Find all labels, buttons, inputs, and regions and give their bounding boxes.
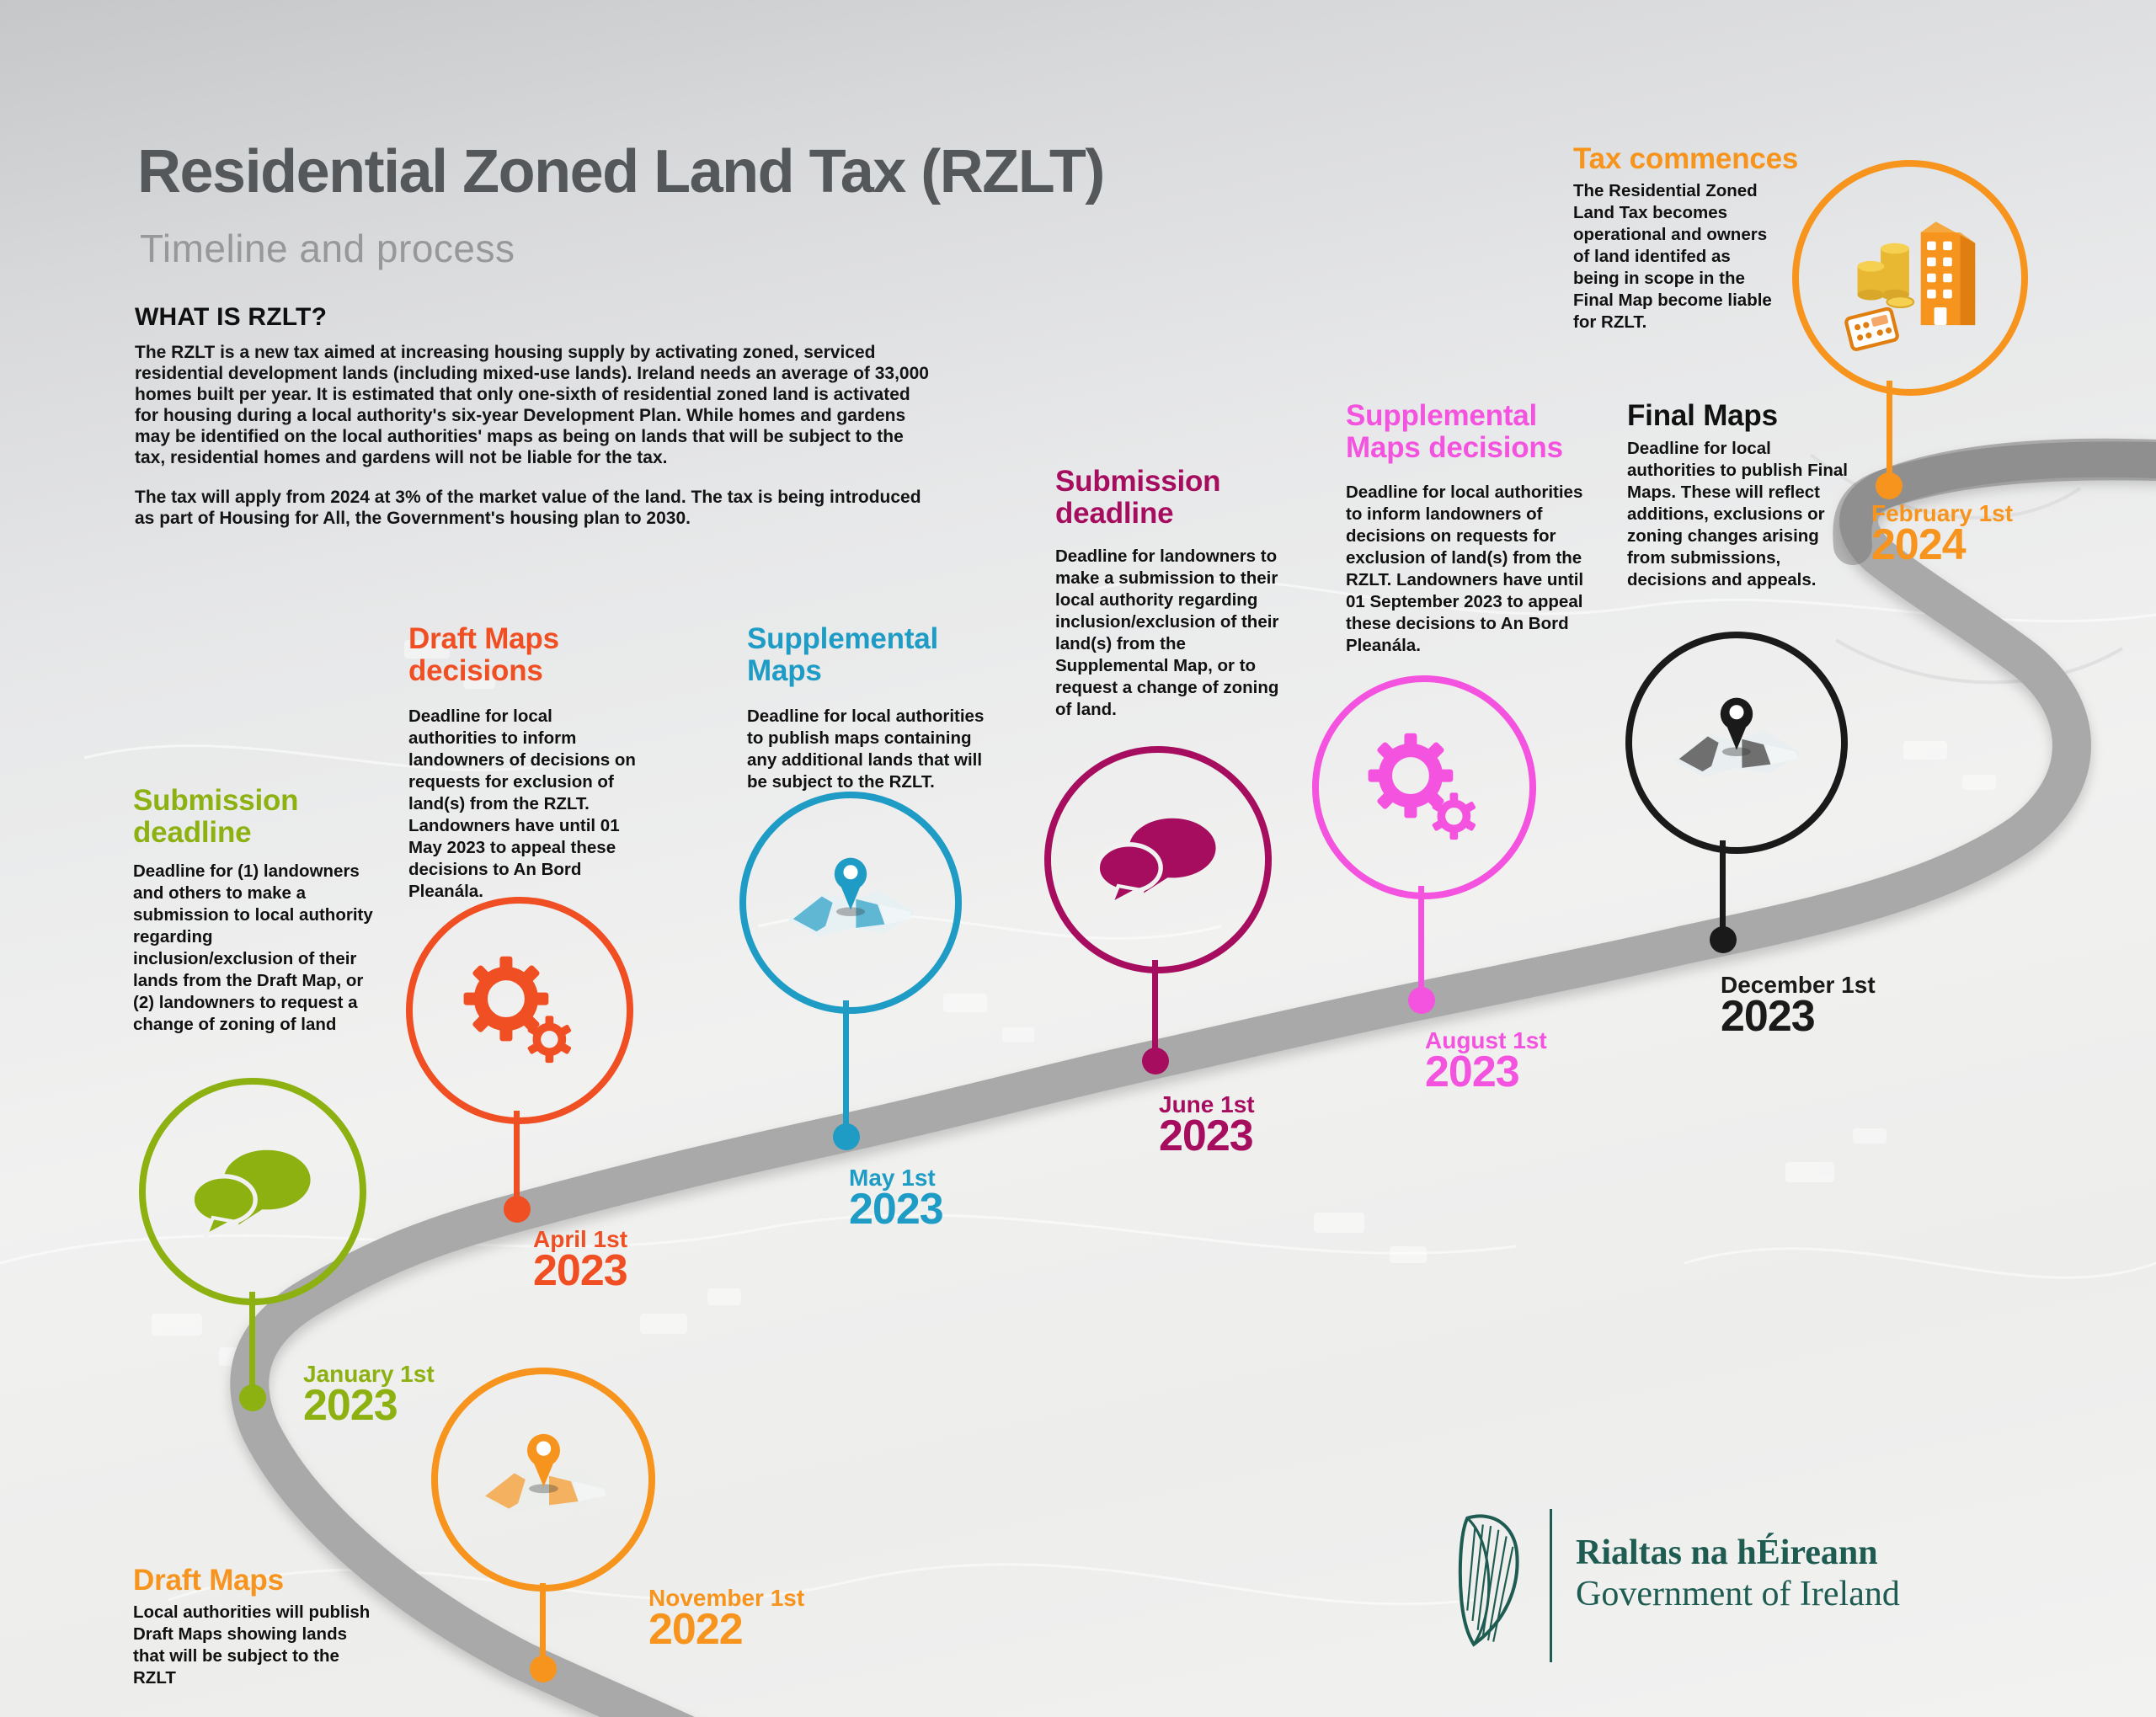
- milestone-submission2-date: June 1st 2023: [1159, 1091, 1255, 1160]
- milestone-draft-decisions-title: Draft Maps decisions: [408, 622, 559, 687]
- milestone-supplemental-maps-body: Deadline for local authorities to publis…: [747, 707, 985, 792]
- page-subtitle: Timeline and process: [140, 227, 515, 270]
- date-line: April 1st: [533, 1226, 628, 1252]
- milestone-tax-commences-title: Tax commences: [1573, 142, 1799, 175]
- milestone-draft-decisions-circle: [406, 897, 633, 1124]
- milestone-draft-decisions-dot: [504, 1196, 531, 1223]
- milestone-final-maps-circle: [1625, 632, 1848, 854]
- milestone-draft-maps-circle: [431, 1368, 655, 1592]
- org-name-english: Government of Ireland: [1576, 1575, 1900, 1614]
- milestone-tax-commences-body: The Residential Zoned Land Tax becomes o…: [1573, 181, 1772, 332]
- milestone-submission1-stem: [249, 1292, 255, 1391]
- date-year: 2024: [1871, 520, 1967, 569]
- milestone-draft-maps-date: November 1st 2022: [648, 1585, 805, 1654]
- milestone-supplemental-decisions-circle: [1312, 675, 1536, 899]
- page-title: Residential Zoned Land Tax (RZLT): [137, 138, 1105, 205]
- map-pin-icon: [479, 1433, 609, 1515]
- harp-icon: [1458, 1514, 1519, 1647]
- milestone-draft-decisions-date: April 1st 2023: [533, 1226, 628, 1295]
- milestone-submission2-title: Submission deadline: [1055, 465, 1221, 530]
- milestone-draft-maps-title: Draft Maps: [133, 1564, 284, 1597]
- milestone-supplemental-decisions-dot: [1408, 987, 1435, 1014]
- milestone-final-maps-body: Deadline for local authorities to publis…: [1627, 439, 1848, 589]
- date-line: November 1st: [648, 1585, 805, 1611]
- date-line: February 1st: [1871, 500, 2014, 526]
- speech-bubbles-icon: [1095, 818, 1216, 909]
- milestone-supplemental-maps-circle: [739, 792, 962, 1014]
- logo-divider: [1550, 1509, 1552, 1662]
- milestone-submission1-body: Deadline for (1) landowners and others t…: [133, 861, 373, 1034]
- intro-heading: WHAT IS RZLT?: [135, 303, 328, 331]
- date-line: June 1st: [1159, 1091, 1255, 1117]
- milestone-tax-commences-date: February 1st 2024: [1871, 500, 2014, 569]
- milestone-tax-commences-dot: [1876, 472, 1903, 499]
- milestone-final-maps-date: December 1st 2023: [1721, 972, 1876, 1041]
- date-line: December 1st: [1721, 972, 1876, 998]
- milestone-draft-maps-body: Local authorities will publish Draft Map…: [133, 1602, 371, 1688]
- milestone-tax-commences-stem: [1886, 381, 1892, 480]
- date-year: 2022: [648, 1605, 744, 1654]
- map-pin-icon: [787, 857, 915, 937]
- date-year: 2023: [1159, 1112, 1254, 1160]
- org-name-irish: Rialtas na hÉireann: [1576, 1533, 1878, 1572]
- speech-bubbles-icon: [189, 1149, 311, 1240]
- milestone-supplemental-decisions-stem: [1418, 886, 1424, 989]
- milestone-supplemental-decisions-title: Supplemental Maps decisions: [1346, 399, 1563, 464]
- intro-paragraph-1: The RZLT is a new tax aimed at increasin…: [135, 343, 929, 467]
- milestone-draft-decisions-body: Deadline for local authorities to inform…: [408, 707, 636, 901]
- milestone-submission1-date: January 1st 2023: [303, 1361, 435, 1430]
- date-year: 2023: [1721, 992, 1816, 1041]
- milestone-submission2-circle: [1044, 746, 1272, 973]
- milestone-submission1-circle: [139, 1078, 366, 1305]
- milestone-submission1-dot: [239, 1384, 266, 1411]
- milestone-submission2-body: Deadline for landowners to make a submis…: [1055, 547, 1279, 719]
- milestone-submission2-dot: [1142, 1048, 1169, 1074]
- map-pin-icon: [1673, 697, 1801, 777]
- milestone-supplemental-maps-dot: [833, 1123, 860, 1150]
- milestone-supplemental-decisions-body: Deadline for local authorities to inform…: [1346, 483, 1584, 655]
- milestone-tax-commences-circle: [1792, 160, 2028, 396]
- gears-icon: [1368, 733, 1476, 840]
- milestone-draft-decisions-stem: [514, 1111, 520, 1199]
- milestone-supplemental-maps-date: May 1st 2023: [849, 1165, 944, 1234]
- date-year: 2023: [303, 1381, 398, 1430]
- milestone-submission1-title: Submission deadline: [133, 784, 299, 849]
- date-line: August 1st: [1425, 1027, 1547, 1053]
- milestone-final-maps-title: Final Maps: [1627, 399, 1778, 432]
- intro-paragraph-2: The tax will apply from 2024 at 3% of th…: [135, 488, 921, 528]
- government-of-ireland-logo: Rialtas na hÉireann Government of Irelan…: [1442, 1509, 1900, 1662]
- date-line: January 1st: [303, 1361, 435, 1387]
- date-year: 2023: [849, 1185, 944, 1234]
- milestone-supplemental-maps-title: Supplemental Maps: [747, 622, 939, 687]
- date-year: 2023: [1425, 1048, 1520, 1096]
- milestone-supplemental-decisions-date: August 1st 2023: [1425, 1027, 1547, 1096]
- milestone-draft-maps-stem: [540, 1583, 546, 1663]
- date-line: May 1st: [849, 1165, 936, 1191]
- milestone-supplemental-maps-stem: [843, 1000, 849, 1128]
- date-year: 2023: [533, 1246, 628, 1295]
- milestone-submission2-stem: [1152, 960, 1158, 1053]
- tax-building-icon: [1844, 221, 1976, 352]
- milestone-final-maps-stem: [1720, 840, 1726, 931]
- gears-icon: [463, 956, 572, 1064]
- milestone-draft-maps-dot: [530, 1656, 557, 1682]
- milestone-final-maps-dot: [1710, 926, 1737, 953]
